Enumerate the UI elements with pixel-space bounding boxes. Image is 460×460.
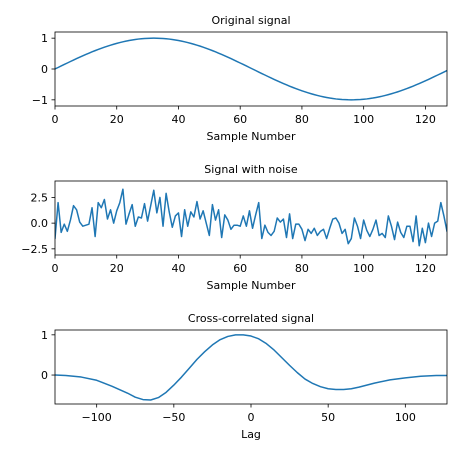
x-tick-label: 20 [110,113,124,126]
x-axis-label: Sample Number [207,279,296,292]
y-tick-label: 1 [41,32,48,45]
x-tick-label: 80 [295,113,309,126]
y-tick-label: −2.5 [21,243,48,256]
y-tick-label: 0 [41,63,48,76]
subplot-noise: Signal with noise 0 20 40 60 80 100 120 −2.5 0.0 2… [21,163,448,292]
x-tick-label: 0 [52,262,59,275]
y-tick-label: −1 [32,94,48,107]
x-tick-label: 80 [295,262,309,275]
x-tick-label: −50 [162,411,185,424]
subplot-xcorr: Cross-correlated signal −100 −50 0 50 100 0 1 La… [41,312,448,441]
x-tick-label: 60 [233,262,247,275]
x-tick-label: 120 [415,113,436,126]
x-tick-label: 0 [52,113,59,126]
x-tick-label: 100 [353,113,374,126]
series-line [55,37,447,101]
x-tick-label: 120 [415,262,436,275]
y-tick-label: 2.5 [31,191,49,204]
x-tick-label: 40 [171,113,185,126]
x-tick-label: 40 [171,262,185,275]
x-tick-label: 20 [110,262,124,275]
x-tick-label: 100 [395,411,416,424]
subplot-title: Original signal [211,14,290,27]
y-tick-label: 1 [41,329,48,342]
subplot-title: Signal with noise [204,163,298,176]
x-tick-label: 60 [233,113,247,126]
x-axis-label: Lag [241,428,261,441]
subplot-original: Original signal 0 20 40 60 80 100 120 −1 0 1 Sample… [32,14,448,143]
series-line [55,188,447,247]
plot-frame [54,180,448,256]
plot-frame [54,329,448,405]
x-tick-label: 0 [248,411,255,424]
x-tick-label: −100 [82,411,112,424]
subplot-title: Cross-correlated signal [188,312,314,325]
x-tick-label: 100 [353,262,374,275]
series-line [55,334,447,401]
y-tick-label: 0.0 [31,217,49,230]
x-tick-label: 50 [321,411,335,424]
y-tick-label: 0 [41,369,48,382]
x-axis-label: Sample Number [207,130,296,143]
